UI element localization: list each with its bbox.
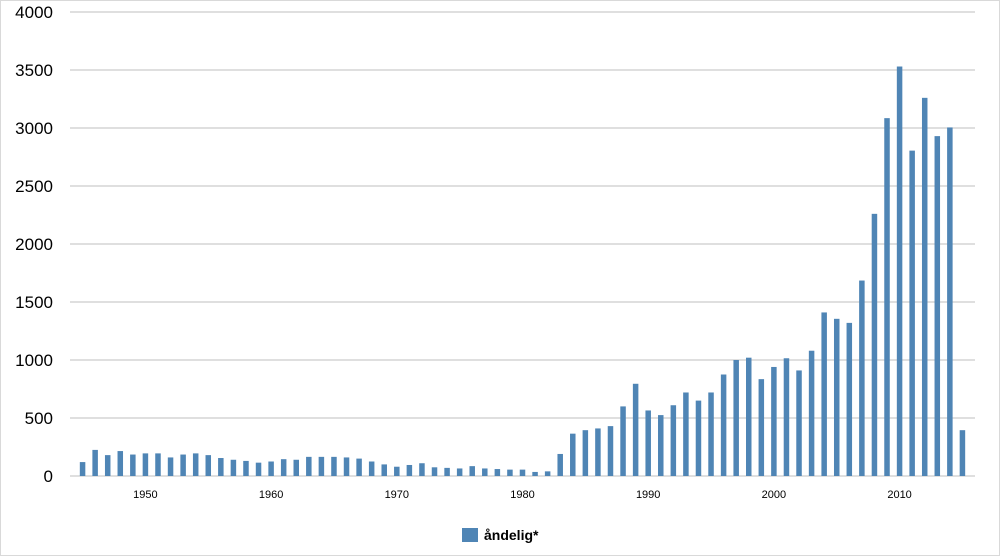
bar-2015 <box>959 430 966 476</box>
bar-2004 <box>821 312 827 476</box>
bar-1954 <box>192 453 199 476</box>
bar-1946 <box>92 449 98 476</box>
bar-1995 <box>708 392 714 476</box>
bar-1957 <box>230 459 237 476</box>
bar-1999 <box>758 379 765 476</box>
bar-1964 <box>318 456 325 476</box>
x-tick-label-2010: 2010 <box>887 489 911 501</box>
x-tick-label-1970: 1970 <box>385 489 409 501</box>
bar-1949 <box>130 454 136 476</box>
bar-1963 <box>306 456 312 476</box>
bar-2013 <box>934 136 941 476</box>
x-tick-label-1980: 1980 <box>510 489 534 501</box>
bar-1983 <box>557 453 563 476</box>
legend-label: åndelig* <box>484 527 539 543</box>
bar-1988 <box>620 406 626 476</box>
bar-1982 <box>544 471 551 476</box>
bar-2010 <box>896 66 903 477</box>
y-tick-label-4000: 4000 <box>15 3 53 22</box>
bar-1961 <box>280 459 287 476</box>
bar-1981 <box>532 471 538 476</box>
bar-1979 <box>507 469 513 476</box>
bar-2009 <box>884 118 890 476</box>
bar-2008 <box>871 213 878 476</box>
bar-1978 <box>494 469 501 476</box>
bar-1969 <box>381 464 387 476</box>
x-tick-label-1960: 1960 <box>259 489 283 501</box>
bar-1987 <box>607 426 614 476</box>
bar-2005 <box>833 318 840 476</box>
bar-1980 <box>519 469 526 476</box>
bar-1994 <box>695 400 702 476</box>
y-tick-label-2500: 2500 <box>15 177 53 196</box>
bar-1972 <box>419 463 425 476</box>
bar-1953 <box>180 454 186 476</box>
bar-1966 <box>343 457 350 476</box>
bar-1951 <box>155 453 161 476</box>
bar-2002 <box>796 370 802 476</box>
y-tick-label-1500: 1500 <box>15 293 53 312</box>
legend-swatch <box>462 528 478 542</box>
bar-1950 <box>142 453 149 476</box>
bar-1985 <box>582 430 589 476</box>
bar-1958 <box>243 460 249 476</box>
bar-2000 <box>771 366 777 476</box>
bar-1970 <box>394 466 400 476</box>
bar-1991 <box>658 415 664 476</box>
x-tick-label-1950: 1950 <box>133 489 157 501</box>
bar-1962 <box>293 459 299 476</box>
bar-2012 <box>921 97 928 476</box>
bar-1960 <box>268 461 274 476</box>
bar-1998 <box>746 357 752 476</box>
bar-1973 <box>431 467 438 476</box>
bar-1968 <box>368 461 375 476</box>
y-tick-label-3500: 3500 <box>15 61 53 80</box>
y-tick-label-2000: 2000 <box>15 235 53 254</box>
bar-1971 <box>406 464 413 476</box>
bar-1990 <box>645 410 651 476</box>
bar-1955 <box>205 455 212 476</box>
bar-2011 <box>909 150 915 476</box>
bar-1948 <box>117 451 124 476</box>
bar-1984 <box>570 433 576 476</box>
y-tick-label-1000: 1000 <box>15 351 53 370</box>
bar-1976 <box>469 466 475 476</box>
y-tick-label-3000: 3000 <box>15 119 53 138</box>
bar-1952 <box>167 457 174 476</box>
bar-1974 <box>444 467 450 476</box>
bar-1965 <box>331 456 337 476</box>
bar-1977 <box>482 468 488 476</box>
bar-1993 <box>683 392 689 476</box>
bar-1986 <box>595 428 601 476</box>
x-tick-label-2000: 2000 <box>762 489 786 501</box>
bar-1947 <box>104 455 111 476</box>
bar-1996 <box>720 374 727 476</box>
bar-1997 <box>733 360 739 476</box>
bar-2006 <box>846 322 853 476</box>
x-tick-label-1990: 1990 <box>636 489 660 501</box>
bar-2014 <box>947 127 953 477</box>
y-tick-label-500: 500 <box>25 409 53 428</box>
bar-2003 <box>808 350 815 476</box>
bar-1956 <box>218 458 224 476</box>
bar-2007 <box>859 280 865 476</box>
y-tick-label-0: 0 <box>44 467 53 486</box>
bar-1967 <box>356 458 362 476</box>
bar-1989 <box>632 383 639 476</box>
bar-2001 <box>783 358 790 476</box>
bar-1992 <box>670 405 677 476</box>
bar-1945 <box>79 462 86 476</box>
bar-1959 <box>255 462 262 476</box>
bar-1975 <box>456 468 463 476</box>
